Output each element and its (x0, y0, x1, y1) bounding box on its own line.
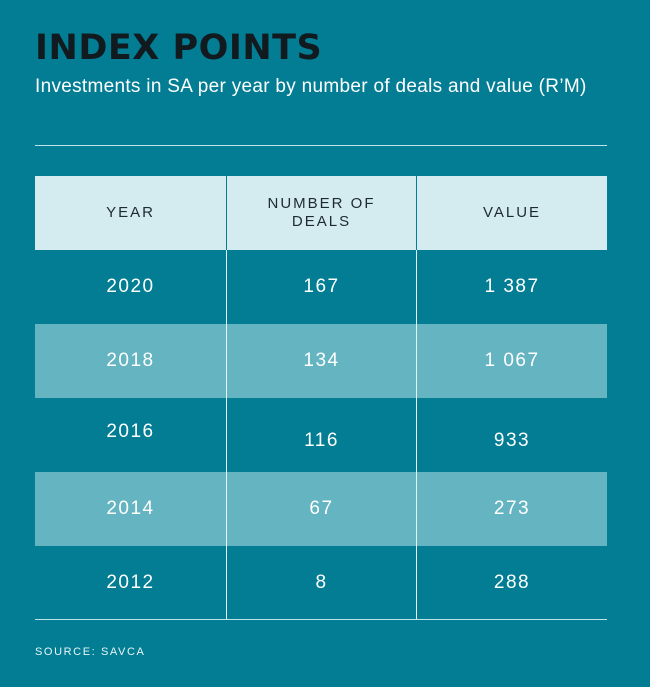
bottom-divider (35, 619, 607, 620)
value-cell: 273 (416, 472, 607, 546)
year-cell: 2018 (106, 350, 155, 371)
source-note: SOURCE: SAVCA (35, 646, 146, 658)
table-header-row: YEAR NUMBER OF DEALS VALUE (35, 176, 607, 250)
table-row: 2018 134 1 067 (35, 324, 607, 398)
year-cell: 2012 (106, 572, 155, 593)
deals-cell: 67 (226, 472, 416, 546)
value-cell: 933 (416, 398, 607, 472)
year-cell: 2014 (106, 498, 155, 519)
table-row: 2016 116 933 (35, 398, 607, 472)
deals-cell: 134 (226, 324, 416, 398)
header-year: YEAR (106, 204, 155, 221)
table-row: 2020 167 1 387 (35, 250, 607, 324)
deals-cell: 8 (226, 546, 416, 620)
deals-cell: 167 (226, 250, 416, 324)
table-row: 2012 8 288 (35, 546, 607, 620)
chart-subtitle: Investments in SA per year by number of … (35, 76, 587, 97)
year-cell: 2020 (106, 276, 155, 297)
top-divider (35, 145, 607, 146)
value-cell: 1 067 (416, 324, 607, 398)
data-table: YEAR NUMBER OF DEALS VALUE 2020 167 1 38… (35, 176, 607, 620)
year-cell: 2016 (106, 421, 155, 442)
value-cell: 288 (416, 546, 607, 620)
header-value: VALUE (416, 176, 607, 250)
header-number-of-deals: NUMBER OF DEALS (226, 176, 416, 250)
deals-cell: 116 (226, 398, 416, 472)
table-row: 2014 67 273 (35, 472, 607, 546)
header-deals-label: NUMBER OF DEALS (267, 195, 376, 230)
value-cell: 1 387 (416, 250, 607, 324)
chart-title: INDEX POINTS (35, 28, 323, 68)
